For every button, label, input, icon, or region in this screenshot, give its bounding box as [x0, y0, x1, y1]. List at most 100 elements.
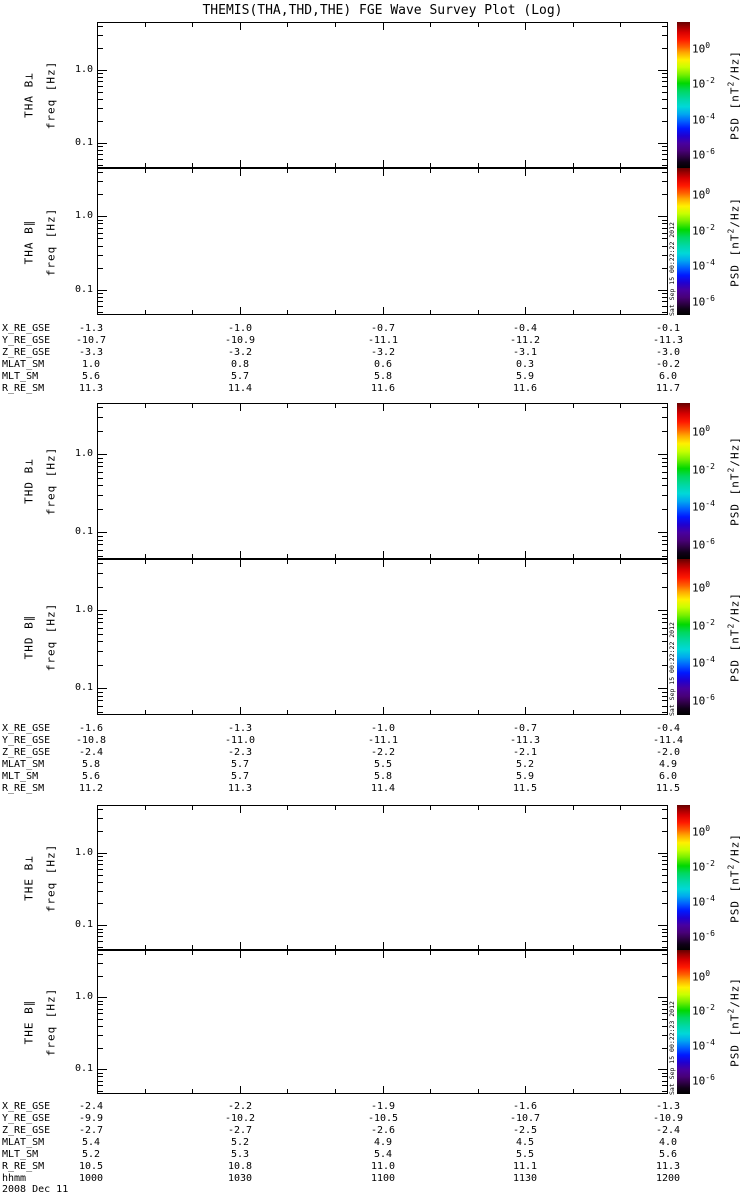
x-tick: [287, 951, 289, 955]
x-tick: [192, 23, 194, 27]
y-minor-tick: [662, 227, 667, 229]
table-cell: 1.0: [81, 359, 101, 370]
table-cell: -3.3: [78, 347, 104, 358]
x-tick: [334, 23, 336, 27]
x-tick: [239, 23, 241, 30]
y-minor-tick: [98, 73, 103, 75]
colorbar-tick-label: 10-4: [692, 893, 715, 909]
y-major-tick: [98, 852, 107, 854]
x-tick: [239, 160, 241, 167]
table-cell: 11.4: [370, 783, 396, 794]
table-cell: 4.9: [373, 1137, 393, 1148]
x-tick: [334, 951, 336, 955]
table-cell: -1.0: [370, 723, 396, 734]
x-tick: [382, 1086, 384, 1093]
y-minor-tick: [98, 868, 103, 870]
table-cell: 5.8: [373, 371, 393, 382]
table-row-label: Z_RE_GSE: [2, 747, 51, 758]
y-minor-tick: [98, 1091, 103, 1093]
table-cell: 5.5: [373, 759, 393, 770]
x-tick: [525, 307, 527, 314]
table-cell: 5.8: [373, 771, 393, 782]
y-minor-tick: [98, 963, 103, 965]
y-minor-tick: [98, 461, 103, 463]
y-minor-tick: [98, 890, 103, 892]
hhmm-cell: 1130: [512, 1173, 538, 1184]
y-minor-tick: [662, 430, 667, 432]
x-tick: [192, 404, 194, 408]
x-tick: [192, 310, 194, 314]
y-minor-tick: [98, 856, 103, 858]
spectrogram-panel-thd-bperp: [97, 403, 668, 559]
y-major-tick: [98, 143, 107, 145]
colorbar-tick-label: 10-6: [692, 928, 715, 944]
y-minor-tick: [98, 700, 103, 702]
y-minor-tick: [662, 1091, 667, 1093]
x-tick: [620, 1089, 622, 1093]
freq-axis-label: freq [Hz]: [44, 602, 58, 672]
table-cell: 11.5: [655, 783, 681, 794]
y-minor-tick: [662, 544, 667, 546]
colorbar-tick-label: 100: [692, 423, 711, 439]
table-cell: 11.0: [370, 1161, 396, 1172]
x-tick: [620, 169, 622, 173]
colorbar-tick-label: 10-2: [692, 461, 715, 477]
x-tick: [477, 1089, 479, 1093]
y-minor-tick: [662, 932, 667, 934]
x-tick: [477, 710, 479, 714]
table-cell: -2.5: [512, 1125, 538, 1136]
x-tick: [334, 163, 336, 167]
x-tick: [430, 169, 432, 173]
y-minor-tick: [662, 830, 667, 832]
freq-tick-label: 1.0: [74, 604, 93, 616]
y-minor-tick: [98, 691, 103, 693]
y-minor-tick: [662, 92, 667, 93]
y-major-tick: [658, 610, 667, 612]
x-tick: [525, 551, 527, 558]
y-minor-tick: [662, 296, 667, 298]
table-row-label: R_RE_SM: [2, 783, 45, 794]
colorbar-tick-label: 10-6: [692, 692, 715, 708]
x-tick: [239, 951, 241, 958]
y-minor-tick: [662, 1004, 667, 1006]
table-cell: 5.8: [81, 759, 101, 770]
y-major-tick: [98, 610, 107, 612]
freq-tick-label: 0.1: [74, 526, 93, 538]
x-tick: [144, 951, 146, 955]
table-cell: -10.9: [652, 1113, 684, 1124]
y-minor-tick: [98, 1008, 103, 1010]
table-row-label: X_RE_GSE: [2, 1101, 51, 1112]
x-tick: [477, 23, 479, 27]
y-minor-tick: [662, 975, 667, 977]
psd-colorbar: [677, 168, 690, 315]
x-tick: [192, 710, 194, 714]
x-tick: [572, 163, 574, 167]
y-minor-tick: [662, 633, 667, 635]
y-minor-tick: [662, 947, 667, 949]
y-minor-tick: [662, 627, 667, 629]
table-cell: -11.2: [509, 335, 541, 346]
x-tick: [430, 945, 432, 949]
y-minor-tick: [662, 874, 667, 876]
table-cell: 5.9: [515, 371, 535, 382]
y-minor-tick: [662, 890, 667, 892]
y-major-tick: [98, 289, 107, 291]
y-minor-tick: [98, 417, 103, 419]
y-minor-tick: [662, 35, 667, 37]
x-tick: [287, 163, 289, 167]
table-row-label: MLT_SM: [2, 1149, 39, 1160]
freq-tick-label: 1.0: [74, 991, 93, 1003]
y-minor-tick: [662, 1026, 667, 1028]
y-minor-tick: [98, 874, 103, 876]
y-minor-tick: [662, 232, 667, 234]
y-minor-tick: [98, 932, 103, 934]
table-row-label: X_RE_GSE: [2, 323, 51, 334]
table-cell: -2.4: [78, 1101, 104, 1112]
y-major-tick: [658, 852, 667, 854]
y-minor-tick: [662, 238, 667, 240]
x-tick: [525, 560, 527, 567]
y-minor-tick: [662, 223, 667, 225]
table-cell: -10.7: [509, 1113, 541, 1124]
x-tick: [525, 23, 527, 30]
y-minor-tick: [98, 539, 103, 541]
